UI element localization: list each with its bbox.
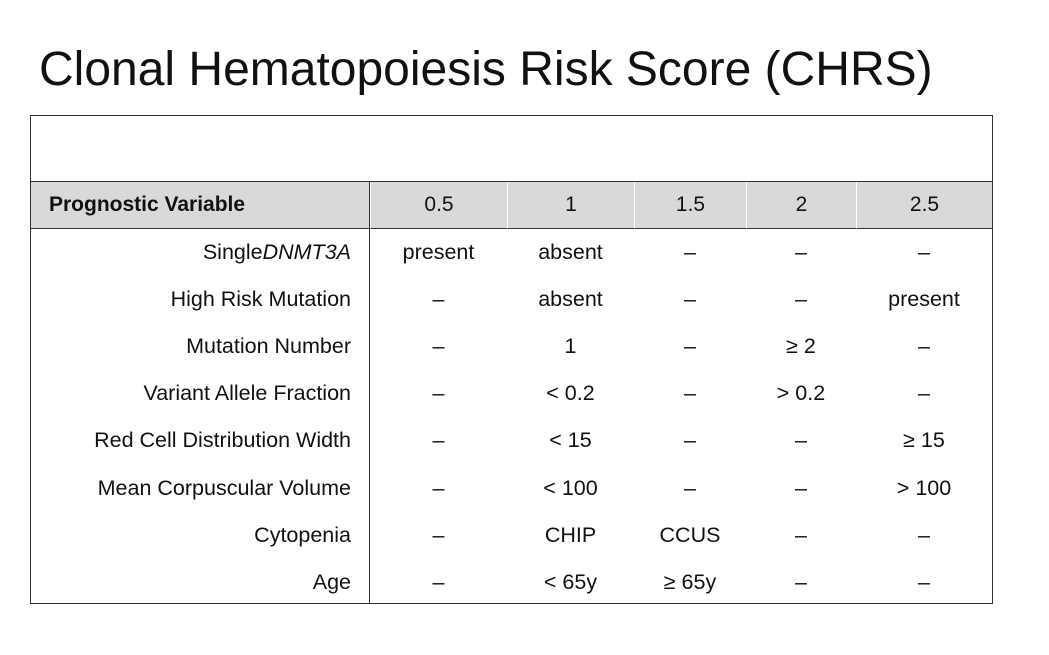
table-cell: – [432, 428, 445, 453]
table-cell: – [432, 522, 445, 547]
table-cell: – [795, 287, 807, 312]
table-cell: – [918, 334, 930, 359]
table-cell: – [684, 240, 696, 265]
slide-title: Clonal Hematopoiesis Risk Score (CHRS) [39, 43, 933, 96]
table-cell: present [888, 287, 960, 312]
chrs-table: Prognostic Variable 0.5 1 1.5 2 2.5 Sing… [30, 115, 993, 604]
table-cell: – [432, 569, 445, 594]
row-label-age: Age [31, 558, 370, 603]
table-cell: CHIP [544, 522, 597, 547]
table-cell: < 100 [543, 475, 598, 500]
table-cell: CCUS [659, 522, 721, 547]
header-score-2-5: 2.5 [856, 182, 992, 229]
table-cell: – [795, 428, 807, 453]
row-label-cytopenia: Cytopenia [31, 511, 370, 559]
table-cell: – [432, 381, 445, 406]
table-cell: – [432, 475, 445, 500]
row-label-variant-allele-fraction: Variant Allele Fraction [31, 370, 370, 418]
row-label-high-risk-mutation: High Risk Mutation [31, 276, 370, 324]
table-cell: ≥ 15 [903, 428, 945, 453]
table-cell: – [795, 522, 807, 547]
row-label-mutation-number: Mutation Number [31, 323, 370, 371]
table-cell: – [432, 287, 445, 312]
table-cell: – [918, 240, 930, 265]
row-label-mean-corpuscular-volume: Mean Corpuscular Volume [31, 464, 370, 512]
table-cell: – [684, 287, 696, 312]
table-cell: ≥ 65y [663, 569, 717, 594]
table-cell: – [918, 522, 930, 547]
header-score-0-5: 0.5 [370, 182, 507, 229]
table-cell: – [432, 334, 445, 359]
header-prognostic-variable: Prognostic Variable [31, 182, 370, 229]
table-cell: – [918, 569, 930, 594]
table-cell: – [684, 334, 696, 359]
table-cell: > 100 [896, 475, 952, 500]
table-cell: < 15 [549, 428, 592, 453]
table-cell: – [795, 475, 807, 500]
header-score-1-5: 1.5 [634, 182, 746, 229]
table-cell: – [684, 381, 696, 406]
table-cell: < 0.2 [546, 381, 595, 406]
header-score-1: 1 [507, 182, 634, 229]
table-cell: – [684, 428, 696, 453]
table-cell: ≥ 2 [786, 334, 816, 359]
header-score-2: 2 [746, 182, 856, 229]
table-cell: > 0.2 [776, 381, 826, 406]
table-cell: – [795, 240, 807, 265]
table-cell: absent [538, 287, 603, 312]
table-cell: – [795, 569, 807, 594]
table-cell: – [918, 381, 930, 406]
table-cell: < 65y [543, 569, 598, 594]
table-blank-row [31, 116, 992, 182]
table-cell: present [402, 240, 475, 265]
table-grid: Prognostic Variable 0.5 1 1.5 2 2.5 Sing… [31, 182, 992, 603]
row-label-red-cell-distribution-width: Red Cell Distribution Width [31, 417, 370, 465]
row-label-single-dnmt3a: Single DNMT3A [31, 229, 370, 277]
table-cell: absent [538, 240, 603, 265]
table-cell: 1 [564, 334, 577, 359]
table-cell: – [684, 475, 696, 500]
